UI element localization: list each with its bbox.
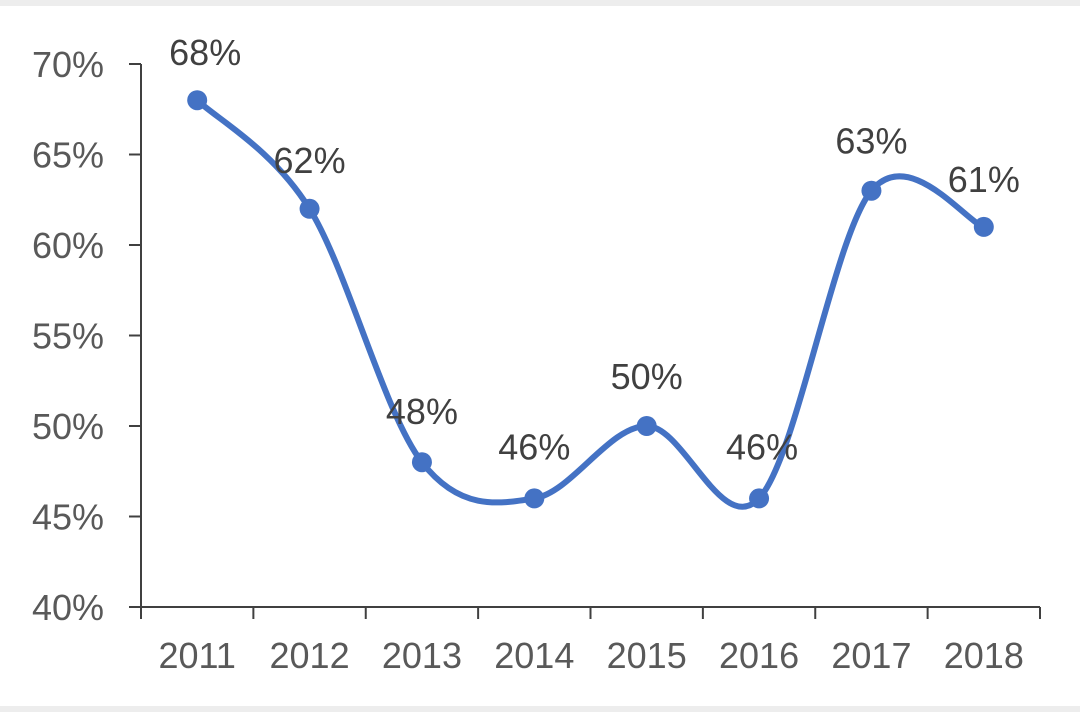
x-axis-ticks: 2011 2012 2013 2014 2015 2016 2017 2018 bbox=[140, 607, 1041, 676]
x-tick-label: 2017 bbox=[831, 635, 911, 676]
data-label: 62% bbox=[274, 140, 346, 181]
y-axis-ticks: 40% 45% 50% 55% 60% 65% 70% bbox=[32, 44, 141, 628]
data-label: 61% bbox=[948, 159, 1020, 200]
data-point bbox=[973, 216, 994, 237]
data-point bbox=[861, 180, 882, 201]
data-point bbox=[299, 198, 320, 219]
data-point bbox=[187, 90, 208, 111]
data-point bbox=[411, 452, 432, 473]
x-tick-label: 2012 bbox=[270, 635, 350, 676]
y-tick-label: 50% bbox=[32, 406, 104, 447]
y-tick-label: 45% bbox=[32, 497, 104, 538]
data-label: 63% bbox=[835, 121, 907, 162]
data-label: 68% bbox=[169, 32, 241, 73]
y-tick-label: 70% bbox=[32, 44, 104, 85]
x-tick-label: 2018 bbox=[944, 635, 1024, 676]
y-tick-label: 55% bbox=[32, 316, 104, 357]
x-tick-label: 2015 bbox=[607, 635, 687, 676]
data-point bbox=[749, 488, 770, 509]
data-point bbox=[524, 488, 545, 509]
data-label: 48% bbox=[386, 391, 458, 432]
series-line bbox=[194, 97, 987, 510]
data-labels: 68% 62% 48% 46% 50% 46% 63% 61% bbox=[169, 32, 1020, 467]
x-tick-label: 2013 bbox=[382, 635, 462, 676]
x-tick-label: 2011 bbox=[158, 635, 235, 676]
y-tick-label: 65% bbox=[32, 135, 104, 176]
data-label: 46% bbox=[498, 426, 570, 467]
data-point bbox=[636, 416, 657, 436]
data-label: 46% bbox=[726, 426, 798, 467]
chart-frame: 40% 45% 50% 55% 60% 65% 70% 2011 2012 2013 2014 20… bbox=[0, 6, 1080, 706]
data-label: 50% bbox=[611, 356, 683, 397]
x-tick-label: 2016 bbox=[719, 635, 799, 676]
y-tick-label: 40% bbox=[32, 587, 104, 628]
series-group bbox=[187, 90, 994, 510]
y-tick-label: 60% bbox=[32, 225, 104, 266]
x-tick-label: 2014 bbox=[494, 635, 574, 676]
